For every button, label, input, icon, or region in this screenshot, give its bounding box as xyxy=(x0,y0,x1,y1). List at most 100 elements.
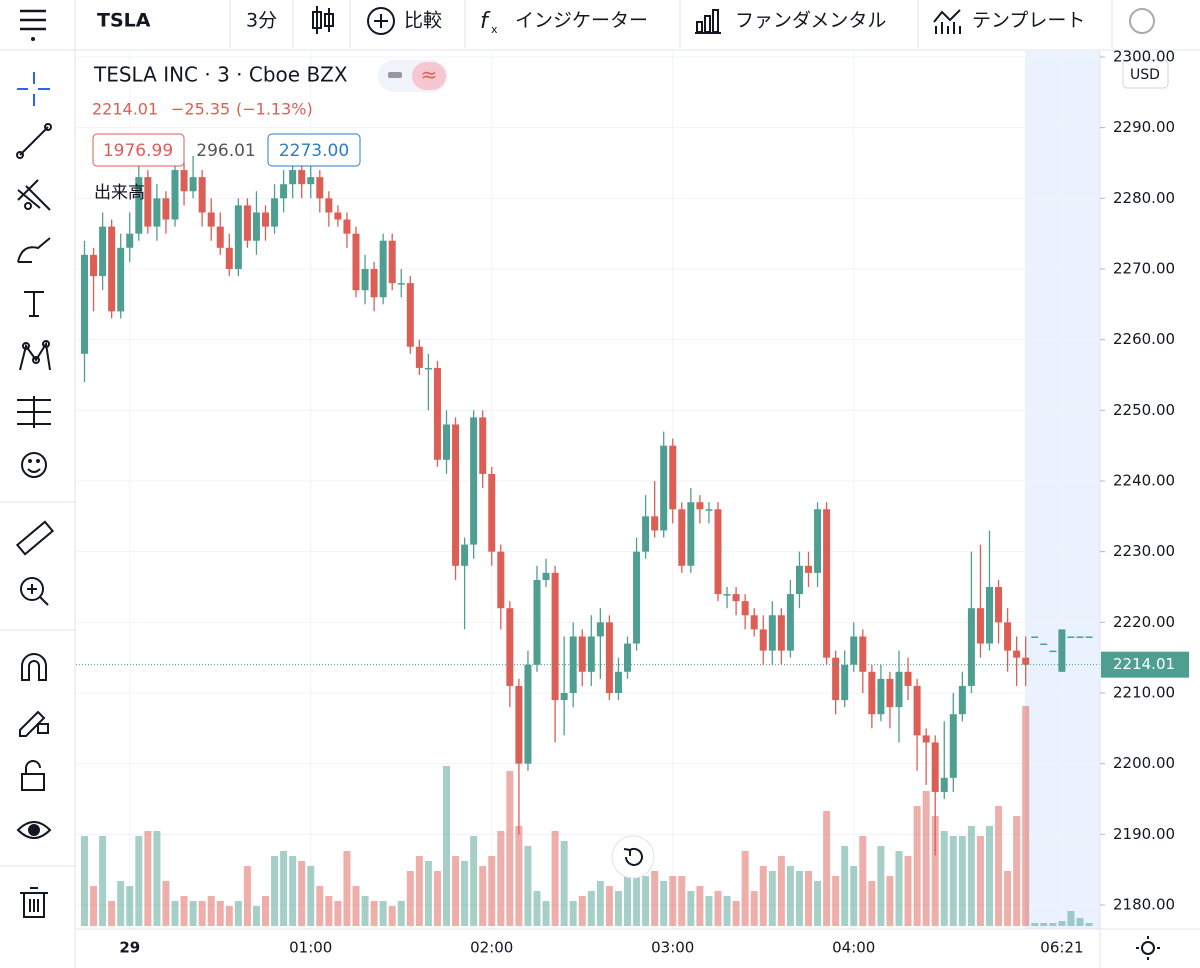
magnet-tool[interactable] xyxy=(21,653,47,681)
indicators-label[interactable]: インジケーター xyxy=(515,10,648,32)
fib-tool[interactable] xyxy=(17,179,51,211)
volume-bar xyxy=(931,816,939,926)
last-price-label: 2214.01 xyxy=(1113,655,1175,673)
volume-bar xyxy=(271,856,279,926)
candle-body xyxy=(1022,657,1030,665)
volume-bar xyxy=(126,886,134,926)
candle-body xyxy=(524,664,532,764)
left-toolbar xyxy=(0,72,75,918)
lock-tool[interactable] xyxy=(21,760,45,791)
visibility-tool[interactable] xyxy=(16,821,52,839)
candle-body xyxy=(289,170,297,185)
reset-button[interactable] xyxy=(611,835,655,879)
volume-bar xyxy=(415,856,423,926)
candle-body xyxy=(352,233,360,291)
settings-button[interactable] xyxy=(1136,936,1160,960)
volume-bar xyxy=(81,836,88,926)
volume-bar xyxy=(243,866,251,926)
volume-bar xyxy=(424,861,432,926)
candle-body xyxy=(569,636,577,694)
candle-body xyxy=(913,685,921,736)
menu-button[interactable] xyxy=(20,9,46,41)
alert-button[interactable] xyxy=(1129,8,1155,34)
candle-body xyxy=(669,445,677,510)
y-tick-label: 2240.00 xyxy=(1113,472,1175,490)
volume-bar xyxy=(678,876,686,926)
volume-bar xyxy=(361,896,369,926)
compare-button[interactable]: 比較 xyxy=(367,7,442,35)
volume-bar xyxy=(99,836,107,926)
candle-body xyxy=(533,579,541,665)
y-tick-label: 2250.00 xyxy=(1113,401,1175,419)
x-tick-label: 06:21 xyxy=(1040,939,1083,957)
symbol[interactable]: TSLA xyxy=(97,10,151,32)
ruler-tool[interactable] xyxy=(15,520,55,556)
volume-bar xyxy=(533,891,541,926)
x-tick-label: 29 xyxy=(119,939,140,957)
volume-bar xyxy=(777,856,785,926)
chart-style-button[interactable] xyxy=(312,6,334,34)
candle-body xyxy=(325,198,333,213)
legend-change: −25.35 xyxy=(171,100,230,119)
candle-body xyxy=(216,226,224,248)
volume-bar xyxy=(759,866,767,926)
crosshair-tool[interactable] xyxy=(17,72,50,106)
candle-body xyxy=(696,502,704,510)
fundamentals-label[interactable]: ファンダメンタル xyxy=(735,10,886,32)
emoji-tool[interactable] xyxy=(21,452,47,478)
candle-body xyxy=(633,551,641,644)
volume-bar xyxy=(171,901,179,926)
candle-body xyxy=(135,177,143,234)
compare-label[interactable]: 比較 xyxy=(404,10,442,32)
legend-toggle-icon xyxy=(412,62,446,90)
trendline-tool[interactable] xyxy=(16,123,52,159)
volume-bar xyxy=(370,901,378,926)
y-tick-label: 2200.00 xyxy=(1113,754,1175,772)
templates-button[interactable]: テンプレート xyxy=(933,9,1085,35)
candle-body xyxy=(886,678,894,708)
volume-bar xyxy=(298,861,306,926)
candle-body xyxy=(786,594,794,651)
candle-body xyxy=(280,184,288,199)
candle-body xyxy=(741,601,749,616)
after-hours-region xyxy=(1025,51,1100,929)
pattern-tool[interactable] xyxy=(19,340,51,371)
volume-bar xyxy=(189,901,197,926)
trash-tool[interactable] xyxy=(20,887,48,918)
volume-bar xyxy=(714,891,722,926)
text-tool[interactable] xyxy=(24,291,44,317)
fx-icon: f xyxy=(480,9,491,34)
lock-drawing-tool[interactable] xyxy=(19,710,49,737)
volume-bar xyxy=(325,896,333,926)
candle-body xyxy=(940,777,948,792)
currency-badge[interactable] xyxy=(1122,59,1169,89)
candle-body xyxy=(759,629,767,651)
volume-bar xyxy=(922,791,930,926)
volume-bar xyxy=(868,881,876,926)
brush-tool[interactable] xyxy=(17,237,51,263)
templates-label[interactable]: テンプレート xyxy=(972,10,1085,32)
volume-bar xyxy=(488,856,496,926)
zoom-tool[interactable] xyxy=(20,577,49,606)
y-tick-label: 2300.00 xyxy=(1113,47,1175,65)
candle-body xyxy=(171,170,179,220)
y-tick-label: 2290.00 xyxy=(1113,118,1175,136)
bid-box xyxy=(92,133,185,167)
prediction-tool[interactable] xyxy=(17,396,51,428)
candle-body xyxy=(153,198,161,227)
y-tick-label: 2280.00 xyxy=(1113,189,1175,207)
candle-body xyxy=(1067,636,1075,638)
candle-body xyxy=(1004,622,1012,651)
volume-bar xyxy=(406,871,414,926)
candle-body xyxy=(415,346,423,368)
fundamentals-button[interactable]: ファンダメンタル xyxy=(695,9,886,34)
candle-body xyxy=(479,417,487,474)
indicators-button[interactable]: f x インジケーター xyxy=(480,9,648,36)
candle-body xyxy=(768,615,776,651)
volume-bar xyxy=(814,881,822,926)
interval[interactable]: 3分 xyxy=(246,10,277,32)
volume-bar xyxy=(1058,921,1066,926)
x-tick-label: 03:00 xyxy=(651,939,694,957)
volume-bar xyxy=(614,891,622,926)
